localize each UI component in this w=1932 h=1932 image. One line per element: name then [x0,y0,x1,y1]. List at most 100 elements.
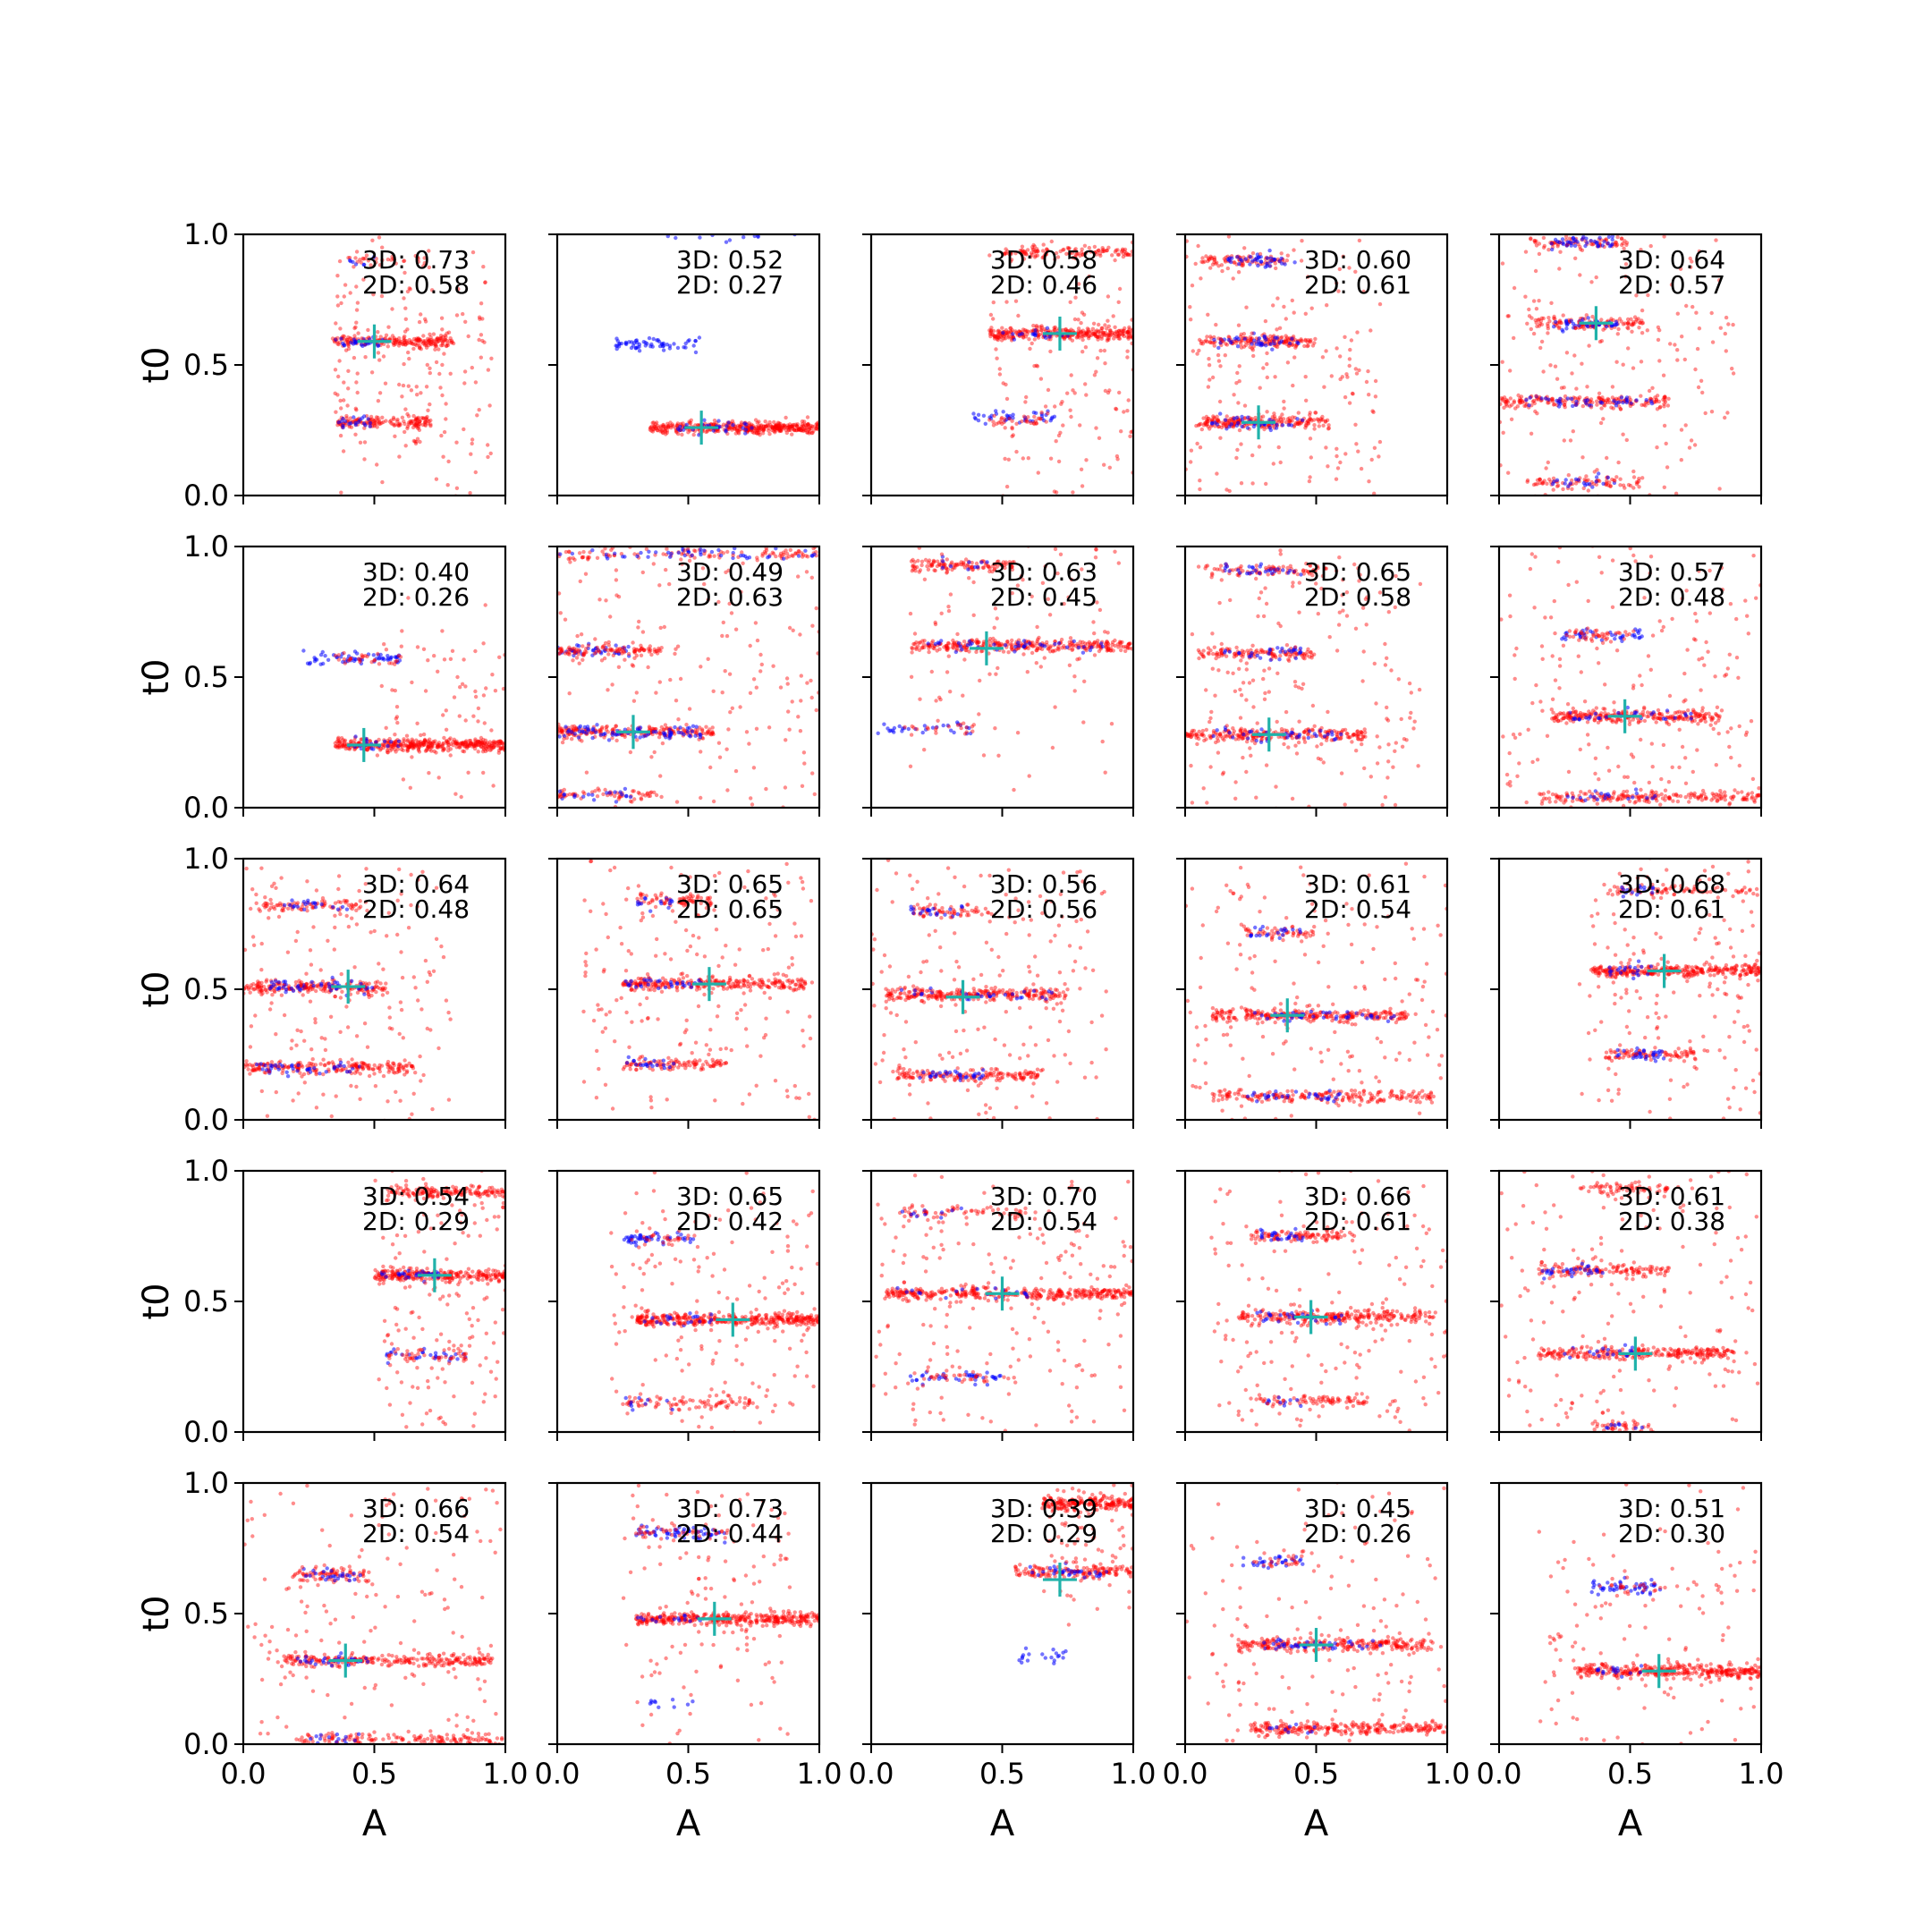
data-point [1373,378,1378,384]
data-point [346,340,351,344]
data-point [1631,475,1637,479]
data-point [419,340,423,344]
data-point [1235,370,1240,376]
data-point [653,422,658,427]
data-point [1199,427,1205,432]
data-point [780,426,784,430]
data-point [359,737,363,741]
data-point [349,336,353,341]
data-point [775,427,779,431]
data-point [1585,482,1589,487]
data-point [1098,328,1104,333]
data-point [353,657,359,662]
data-point [770,550,775,555]
data-point [371,292,376,297]
data-point [1285,253,1291,258]
data-point [782,426,786,430]
data-point [1584,236,1589,241]
data-point [991,333,996,337]
data-point [1233,420,1237,425]
data-point [1083,382,1088,386]
data-point [761,424,767,428]
data-point [994,409,998,413]
data-point [620,651,624,656]
data-point [1068,643,1072,648]
data-point [460,741,464,745]
data-point [429,742,434,747]
data-point [352,265,356,269]
data-point [436,743,440,748]
data-point [1072,317,1078,322]
data-point [426,744,431,749]
data-point [1197,337,1202,343]
data-point [348,335,352,341]
data-point [479,333,484,337]
data-point [1076,332,1080,337]
data-point [1283,262,1287,267]
data-point [471,714,476,718]
data-point [1304,398,1309,402]
data-point [1582,477,1587,482]
data-point [1606,241,1611,246]
data-point [1268,256,1274,260]
data-point [415,393,419,397]
data-point [931,646,936,650]
data-point [562,792,567,797]
data-point [655,651,660,656]
data-point [1563,402,1567,407]
data-point [1303,338,1308,343]
data-point [415,423,419,428]
data-point [753,418,758,422]
data-point [1556,326,1562,331]
data-point [604,727,609,732]
data-point [1297,420,1302,426]
data-point [1097,335,1101,339]
data-point [460,682,465,686]
data-point [411,742,416,748]
data-point [1531,331,1537,336]
data-point [314,657,319,662]
data-point [401,748,405,753]
data-point [393,434,397,438]
data-point [406,384,411,388]
data-point [1538,321,1543,326]
data-point [1022,250,1028,255]
data-point [417,419,421,424]
data-point [632,552,637,556]
data-point [339,490,343,495]
data-point [1290,336,1294,341]
data-point [654,426,659,430]
data-point [428,741,432,746]
data-point [730,706,734,710]
data-point [1287,341,1292,346]
data-point [648,648,653,653]
data-point [382,657,386,662]
data-point [1035,247,1039,251]
data-point [1284,334,1288,338]
data-point [1717,278,1722,283]
data-point [1277,258,1282,263]
data-point [1546,326,1551,331]
data-point [1538,478,1542,482]
data-point [1231,276,1235,281]
data-point [1012,337,1017,342]
data-point [414,416,419,420]
data-point [1518,401,1522,405]
data-point [638,725,643,730]
data-point [1614,322,1619,326]
data-point [1310,343,1316,348]
data-point [335,745,340,750]
data-point [783,785,788,790]
data-point [1250,258,1255,263]
data-point [1105,640,1109,644]
data-point [597,788,601,792]
data-point [402,341,406,345]
data-point [730,428,734,432]
data-point [1291,415,1295,419]
data-point [346,369,351,373]
data-point [667,730,673,735]
data-point [604,598,608,603]
data-point [1227,488,1232,494]
data-point [1267,337,1273,342]
data-point [397,339,402,343]
